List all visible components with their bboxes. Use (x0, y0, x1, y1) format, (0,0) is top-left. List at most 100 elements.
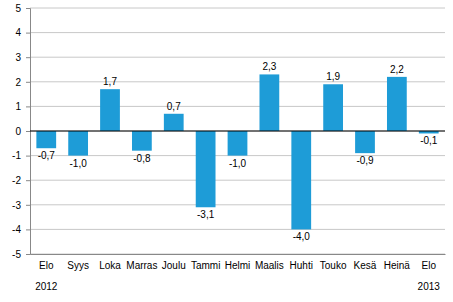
chart: -5 -4 -3 -2 -1 0 1 2 3 4 5 Elo Syys Loka Marras Joulu Ta… (0, 0, 453, 302)
y-tick: 5 (15, 3, 30, 14)
y-tick: -3 (12, 200, 30, 211)
grid-line (30, 57, 445, 58)
x-tick: Helmi (225, 254, 251, 271)
x-tick-label: Huhti (290, 260, 313, 271)
x-tick-label: Touko (320, 260, 347, 271)
data-labels: -0,7 -1,0 1,7 -0,8 0,7 -3,1 -1,0 2,3 -4,0 1,9 -0,9… (38, 61, 438, 242)
x-tick-label: Elo (422, 260, 437, 271)
year-label: 2013 (418, 281, 441, 292)
grid-line (30, 131, 445, 132)
data-label: -0,1 (420, 135, 438, 146)
x-tick: Kesä (354, 254, 377, 271)
y-tick-label: 0 (15, 126, 21, 137)
x-tick-label: Helmi (225, 260, 251, 271)
x-tick-label: Loka (99, 260, 121, 271)
grid-line (30, 8, 445, 9)
y-tick-label: -4 (12, 224, 21, 235)
y-tick-label: -5 (12, 249, 21, 260)
y-tick: 4 (15, 27, 30, 38)
grid-line (30, 254, 445, 255)
y-axis-line (26, 9, 31, 255)
data-label: -0,7 (38, 150, 56, 161)
y-tick: -4 (12, 224, 30, 235)
x-tick-label: Heinä (384, 260, 411, 271)
year-label: 2012 (35, 281, 58, 292)
year-labels: 2012 2013 (35, 281, 440, 292)
x-tick: Huhti (290, 254, 313, 271)
y-tick-label: 3 (15, 52, 21, 63)
y-tick: -5 (12, 249, 30, 260)
data-label: -1,0 (70, 158, 88, 169)
x-tick: Joulu (162, 254, 186, 271)
data-label: 2,3 (262, 61, 276, 72)
y-tick-label: -2 (12, 175, 21, 186)
y-tick-label: 4 (15, 27, 21, 38)
y-tick-mark (26, 82, 30, 83)
data-label: -0,8 (133, 153, 151, 164)
bars (36, 74, 438, 229)
x-tick-label: Joulu (162, 260, 186, 271)
x-tick: Marras (126, 254, 157, 271)
bar (196, 131, 216, 207)
zero-line (30, 131, 445, 132)
y-tick: 3 (15, 52, 30, 63)
bar (68, 131, 88, 156)
y-tick-label: 5 (15, 3, 21, 14)
bar (132, 131, 152, 151)
x-tick-label: Syys (67, 260, 89, 271)
y-tick-label: 1 (15, 101, 21, 112)
x-tick-label: Marras (126, 260, 157, 271)
bar (228, 131, 248, 156)
y-tick-label: 2 (15, 77, 21, 88)
y-tick-mark (26, 205, 30, 206)
y-tick-mark (26, 33, 30, 34)
data-label: 1,9 (326, 71, 340, 82)
y-tick-mark (26, 57, 30, 58)
x-axis-line (31, 254, 446, 255)
bar (323, 84, 343, 131)
y-tick: 0 (15, 126, 30, 137)
data-label: -0,9 (356, 155, 374, 166)
grid-line (30, 32, 445, 33)
y-tick: -2 (12, 175, 30, 186)
grid-line (30, 106, 445, 107)
y-axis: -5 -4 -3 -2 -1 0 1 2 3 4 5 (12, 3, 30, 260)
bar (164, 114, 184, 131)
data-label: 0,7 (167, 101, 181, 112)
bar (291, 131, 311, 229)
data-label: -4,0 (293, 231, 311, 242)
x-tick: Heinä (384, 254, 411, 271)
y-tick: 2 (15, 77, 30, 88)
data-label: 1,7 (103, 76, 117, 87)
x-tick-label: Elo (39, 260, 54, 271)
x-tick: Loka (99, 254, 121, 271)
bar (100, 89, 120, 131)
data-label: -3,1 (197, 209, 215, 220)
x-tick: Maalis (255, 254, 284, 271)
x-tick-label: Maalis (255, 260, 284, 271)
y-tick-mark (26, 8, 30, 9)
bar (259, 74, 279, 131)
bar (355, 131, 375, 153)
y-tick-label: -1 (12, 150, 21, 161)
y-tick-mark (26, 156, 30, 157)
y-tick-mark (26, 254, 30, 255)
plot: -5 -4 -3 -2 -1 0 1 2 3 4 5 Elo Syys Loka Marras Joulu Ta… (12, 3, 445, 292)
grid (30, 8, 445, 254)
x-tick: Elo (39, 254, 54, 271)
y-tick: 1 (15, 101, 30, 112)
x-tick: Tammi (191, 254, 220, 271)
data-label: 2,2 (390, 64, 404, 75)
x-tick: Syys (67, 254, 89, 271)
y-tick: -1 (12, 150, 30, 161)
bar (387, 77, 407, 131)
grid-line (30, 81, 445, 82)
bar (36, 131, 56, 148)
y-tick-mark (26, 131, 30, 132)
x-tick-label: Tammi (191, 260, 220, 271)
x-axis: Elo Syys Loka Marras Joulu Tammi Helmi Maalis Hu… (31, 254, 446, 271)
data-label: -1,0 (229, 158, 247, 169)
x-tick: Elo (422, 254, 437, 271)
grid-line (30, 180, 445, 181)
grid-line (30, 229, 445, 230)
